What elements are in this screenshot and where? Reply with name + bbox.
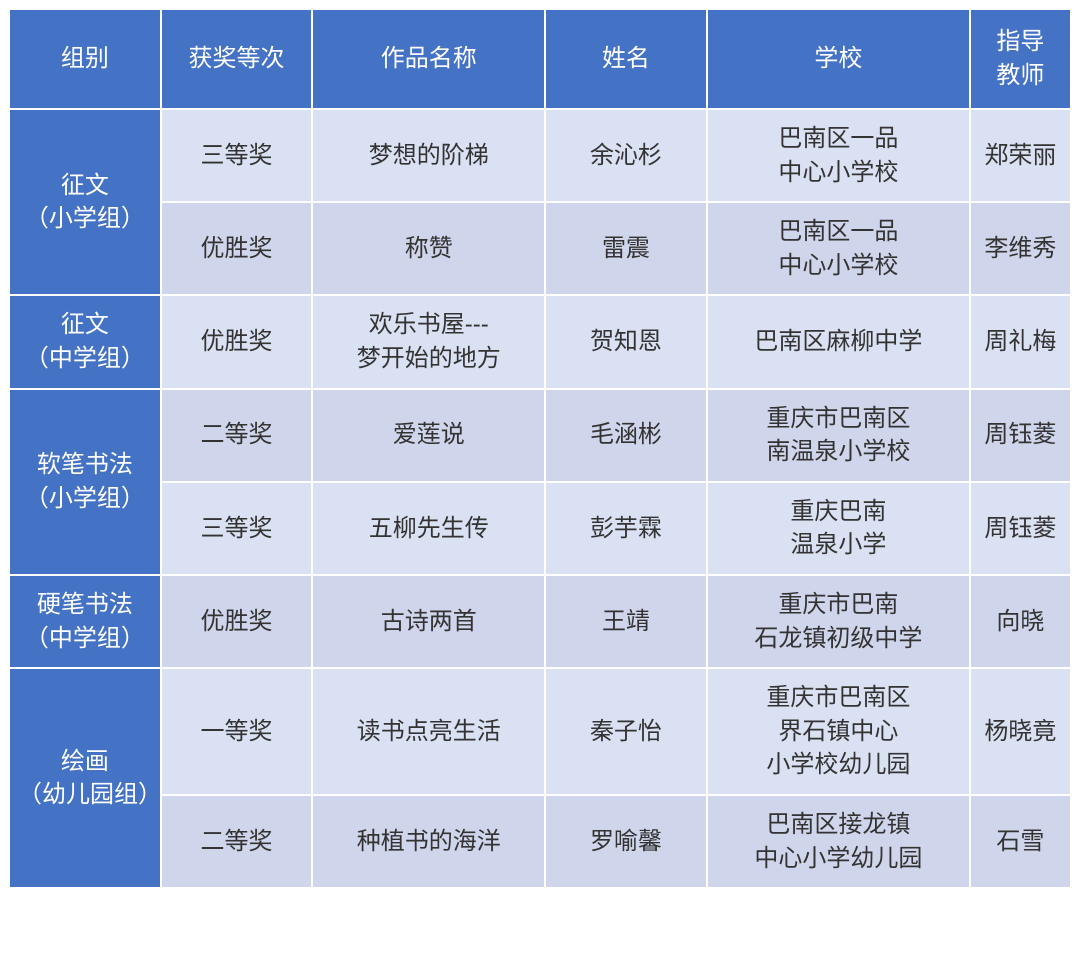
cell-person-name: 毛涵彬 [545,389,707,482]
group-label: 征文 （小学组） [9,109,161,295]
cell-work: 古诗两首 [312,575,545,668]
header-award: 获奖等次 [161,9,313,109]
cell-work: 称赞 [312,202,545,295]
cell-award: 二等奖 [161,389,313,482]
cell-person-name: 罗喻馨 [545,795,707,888]
cell-work: 读书点亮生活 [312,668,545,795]
table-row: 软笔书法 （小学组） 二等奖 爱莲说 毛涵彬 重庆市巴南区 南温泉小学校 周钰菱 [9,389,1071,482]
cell-school: 巴南区一品 中心小学校 [707,202,970,295]
cell-teacher: 向晓 [970,575,1071,668]
awards-table: 组别 获奖等次 作品名称 姓名 学校 指导 教师 征文 （小学组） 三等奖 梦想… [8,8,1072,889]
cell-work: 五柳先生传 [312,482,545,575]
cell-work: 梦想的阶梯 [312,109,545,202]
table-row: 三等奖 五柳先生传 彭芋霖 重庆巴南 温泉小学 周钰菱 [9,482,1071,575]
cell-award: 三等奖 [161,109,313,202]
cell-school: 巴南区接龙镇 中心小学幼儿园 [707,795,970,888]
cell-teacher: 周钰菱 [970,389,1071,482]
cell-person-name: 彭芋霖 [545,482,707,575]
table-row: 征文 （小学组） 三等奖 梦想的阶梯 余沁杉 巴南区一品 中心小学校 郑荣丽 [9,109,1071,202]
group-label: 硬笔书法 （中学组） [9,575,161,668]
header-school: 学校 [707,9,970,109]
group-label: 征文 （中学组） [9,295,161,388]
table-row: 二等奖 种植书的海洋 罗喻馨 巴南区接龙镇 中心小学幼儿园 石雪 [9,795,1071,888]
cell-person-name: 王靖 [545,575,707,668]
cell-award: 优胜奖 [161,202,313,295]
table-row: 征文 （中学组） 优胜奖 欢乐书屋--- 梦开始的地方 贺知恩 巴南区麻柳中学 … [9,295,1071,388]
cell-teacher: 周礼梅 [970,295,1071,388]
group-label: 绘画 （幼儿园组） [9,668,161,888]
group-label: 软笔书法 （小学组） [9,389,161,575]
cell-person-name: 雷震 [545,202,707,295]
table-body: 征文 （小学组） 三等奖 梦想的阶梯 余沁杉 巴南区一品 中心小学校 郑荣丽 优… [9,109,1071,888]
cell-teacher: 石雪 [970,795,1071,888]
header-work: 作品名称 [312,9,545,109]
cell-school: 重庆巴南 温泉小学 [707,482,970,575]
cell-school: 重庆市巴南区 南温泉小学校 [707,389,970,482]
cell-teacher: 郑荣丽 [970,109,1071,202]
cell-teacher: 李维秀 [970,202,1071,295]
cell-award: 二等奖 [161,795,313,888]
cell-work: 爱莲说 [312,389,545,482]
cell-teacher: 杨晓竟 [970,668,1071,795]
cell-work: 种植书的海洋 [312,795,545,888]
table-row: 绘画 （幼儿园组） 一等奖 读书点亮生活 秦子怡 重庆市巴南区 界石镇中心 小学… [9,668,1071,795]
header-teacher: 指导 教师 [970,9,1071,109]
cell-award: 优胜奖 [161,575,313,668]
cell-person-name: 余沁杉 [545,109,707,202]
cell-award: 优胜奖 [161,295,313,388]
cell-school: 巴南区一品 中心小学校 [707,109,970,202]
table-row: 优胜奖 称赞 雷震 巴南区一品 中心小学校 李维秀 [9,202,1071,295]
cell-work: 欢乐书屋--- 梦开始的地方 [312,295,545,388]
header-group: 组别 [9,9,161,109]
cell-teacher: 周钰菱 [970,482,1071,575]
cell-award: 一等奖 [161,668,313,795]
cell-school: 重庆市巴南区 界石镇中心 小学校幼儿园 [707,668,970,795]
cell-person-name: 贺知恩 [545,295,707,388]
cell-school: 巴南区麻柳中学 [707,295,970,388]
cell-person-name: 秦子怡 [545,668,707,795]
cell-school: 重庆市巴南 石龙镇初级中学 [707,575,970,668]
table-header-row: 组别 获奖等次 作品名称 姓名 学校 指导 教师 [9,9,1071,109]
header-name: 姓名 [545,9,707,109]
cell-award: 三等奖 [161,482,313,575]
table-row: 硬笔书法 （中学组） 优胜奖 古诗两首 王靖 重庆市巴南 石龙镇初级中学 向晓 [9,575,1071,668]
